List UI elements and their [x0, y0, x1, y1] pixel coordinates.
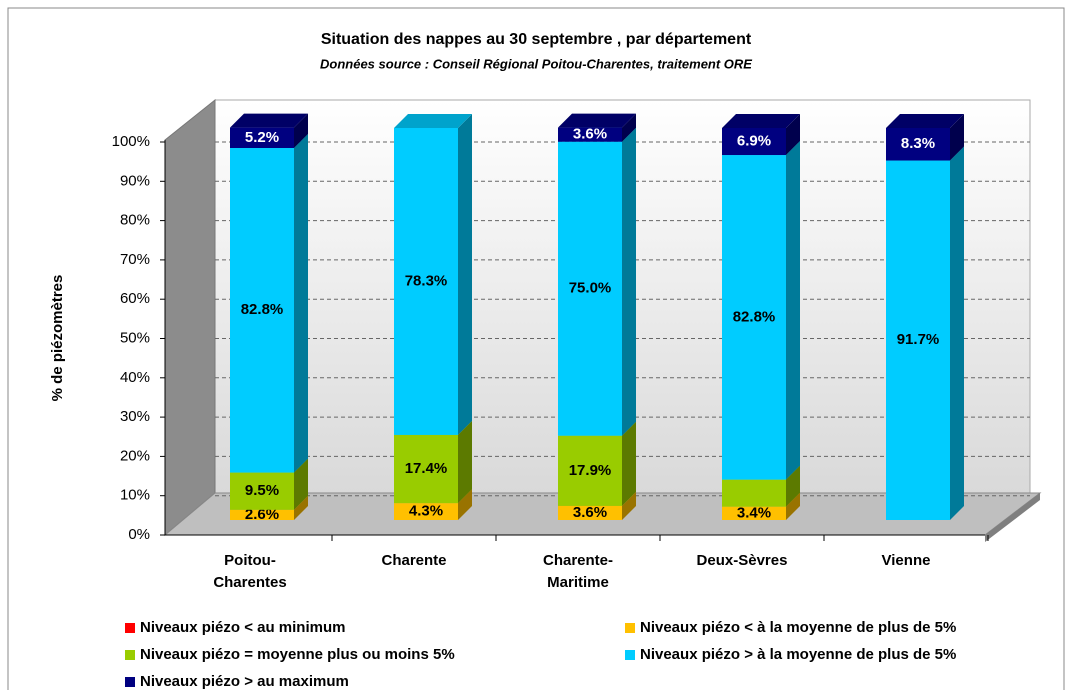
y-axis-title: % de piézomètres	[49, 275, 66, 402]
chart-subtitle: Données source : Conseil Régional Poitou…	[320, 56, 752, 71]
bar-side	[458, 420, 472, 504]
bar-top	[722, 114, 800, 128]
bar	[558, 141, 622, 436]
bar	[394, 503, 458, 520]
data-label: 17.4%	[405, 460, 448, 477]
x-tick-label: Charente-Maritime	[542, 552, 613, 591]
x-tick-label: Deux-Sèvres	[696, 552, 788, 569]
bar	[722, 506, 786, 520]
data-label: 3.6%	[573, 504, 607, 521]
y-tick-label: 40%	[120, 369, 150, 386]
data-label: 91.7%	[897, 331, 940, 348]
bar	[394, 128, 458, 435]
legend-label: Niveaux piézo < au minimum	[140, 619, 345, 636]
legend-swatch	[125, 650, 135, 660]
bar	[886, 128, 950, 161]
legend-swatch	[625, 623, 635, 633]
bar-top	[886, 114, 964, 128]
bar	[230, 147, 294, 473]
data-label: 8.3%	[901, 135, 935, 152]
bar	[722, 128, 786, 156]
bar-side	[622, 113, 636, 142]
legend-label: Niveaux piézo > à la moyenne de plus de …	[640, 646, 956, 663]
y-tick-label: 60%	[120, 290, 150, 307]
y-tick-label: 10%	[120, 487, 150, 504]
y-tick-label: 100%	[112, 133, 150, 150]
y-tick-label: 20%	[120, 447, 150, 464]
bar	[558, 127, 622, 142]
data-label: 82.8%	[241, 301, 284, 318]
bar-top	[394, 114, 472, 128]
bar-side	[786, 465, 800, 507]
bar	[230, 509, 294, 520]
x-tick-label: Charente	[381, 552, 447, 569]
bar-side	[458, 114, 472, 435]
y-tick-label: 50%	[120, 329, 150, 346]
data-label: 2.6%	[245, 506, 279, 523]
side-wall	[164, 98, 216, 537]
bar	[394, 434, 458, 504]
data-label: 78.3%	[405, 272, 448, 289]
legend-label: Niveaux piézo > au maximum	[140, 673, 349, 690]
y-tick-label: 90%	[120, 172, 150, 189]
data-label: 9.5%	[245, 482, 279, 499]
bar	[558, 435, 622, 506]
bar-side	[786, 141, 800, 480]
bar-top	[558, 113, 636, 128]
bar-side	[622, 127, 636, 436]
bar-side	[786, 492, 800, 520]
bar-side	[950, 114, 964, 161]
data-label: 3.6%	[573, 126, 607, 143]
x-tick-label: Vienne	[881, 552, 931, 569]
bar-side	[294, 458, 308, 510]
legend-swatch	[125, 677, 135, 687]
bar-side	[294, 133, 308, 473]
bar-side	[294, 113, 308, 148]
x-tick-label: Poitou-Charentes	[213, 552, 287, 591]
bar-side	[294, 495, 308, 520]
legend-swatch	[125, 623, 135, 633]
y-tick-label: 80%	[120, 212, 150, 229]
data-label: 75.0%	[569, 280, 612, 297]
bar	[230, 127, 294, 148]
y-tick-label: 70%	[120, 251, 150, 268]
legend-label: Niveaux piézo = moyenne plus ou moins 5%	[140, 646, 455, 663]
floor-edge	[985, 493, 1040, 542]
y-tick-label: 0%	[128, 526, 150, 543]
data-label: 17.9%	[569, 462, 612, 479]
data-label: 5.2%	[245, 129, 279, 146]
data-label: 3.4%	[737, 504, 771, 521]
bar	[722, 479, 786, 507]
bar-side	[458, 489, 472, 520]
bar-top	[230, 113, 308, 128]
chart-title: Situation des nappes au 30 septembre , p…	[321, 31, 752, 48]
bar-side	[950, 146, 964, 520]
bar-side	[622, 421, 636, 506]
bar	[722, 155, 786, 480]
bar-side	[786, 114, 800, 156]
bar	[230, 472, 294, 510]
legend-label: Niveaux piézo < à la moyenne de plus de …	[640, 619, 956, 636]
legend-swatch	[625, 650, 635, 660]
y-tick-label: 30%	[120, 408, 150, 425]
bar	[886, 160, 950, 520]
bar	[558, 505, 622, 520]
data-label: 4.3%	[409, 503, 443, 520]
bar-side	[622, 491, 636, 520]
data-label: 6.9%	[737, 132, 771, 149]
data-label: 82.8%	[733, 308, 776, 325]
